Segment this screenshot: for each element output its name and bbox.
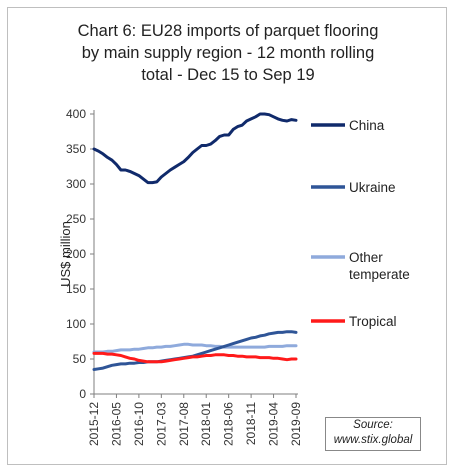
y-tick-label: 300	[66, 177, 86, 191]
x-tick-label: 2019-04	[267, 402, 281, 446]
series-line-tropical	[92, 351, 298, 364]
x-tick-label: 2016-10	[132, 402, 146, 446]
y-tick-label: 0	[79, 387, 86, 401]
series-line-other-temperate	[92, 342, 298, 354]
legend: China Ukraine Other temperate Tropical	[311, 118, 410, 329]
y-tick-label: 100	[66, 317, 86, 331]
y-tick-label: 400	[66, 107, 86, 121]
source-url: www.stix.global	[333, 434, 413, 446]
legend-label-other-temperate: temperate	[349, 267, 410, 282]
x-tick-label: 2019-09	[289, 402, 303, 446]
y-tick-label: 250	[66, 212, 86, 226]
chart-frame	[7, 7, 447, 465]
x-tick-label: 2016-05	[109, 402, 123, 446]
chart-title-line-1: Chart 6: EU28 imports of parquet floorin…	[77, 22, 379, 40]
y-tick-label: 50	[73, 352, 87, 366]
chart-title: Chart 6: EU28 imports of parquet floorin…	[0, 20, 456, 86]
series-line-china	[92, 112, 298, 185]
x-tick-label: 2017-08	[177, 402, 191, 446]
x-tick-label: 2015-12	[87, 402, 101, 446]
x-tick-label: 2018-01	[199, 402, 213, 446]
series-lines	[92, 112, 298, 371]
legend-label-other-temperate: Other	[349, 250, 383, 265]
x-tick-label: 2018-11	[244, 402, 258, 445]
x-axis-ticks: 2015-12 2016-05 2016-10 2017-03 2017-08 2018-…	[87, 394, 303, 446]
legend-label-ukraine: Ukraine	[349, 180, 396, 195]
y-tick-label: 200	[66, 247, 86, 261]
chart-axes	[93, 110, 298, 395]
chart-title-line-2: by main supply region - 12 month rolling	[81, 44, 375, 62]
y-axis-ticks: 0 50 100 150 200 250 300 350 400	[66, 107, 94, 401]
legend-label-tropical: Tropical	[349, 314, 397, 329]
x-tick-label: 2017-03	[154, 402, 168, 446]
y-tick-label: 150	[66, 282, 86, 296]
y-tick-label: 350	[66, 142, 86, 156]
legend-label-china: China	[349, 118, 385, 133]
y-axis-label: US$ million	[58, 221, 73, 287]
source-box: Source: www.stix.global	[325, 417, 421, 451]
x-tick-label: 2018-06	[222, 402, 236, 446]
chart-title-line-3: total - Dec 15 to Sep 19	[141, 66, 315, 84]
source-label: Source:	[353, 419, 393, 431]
